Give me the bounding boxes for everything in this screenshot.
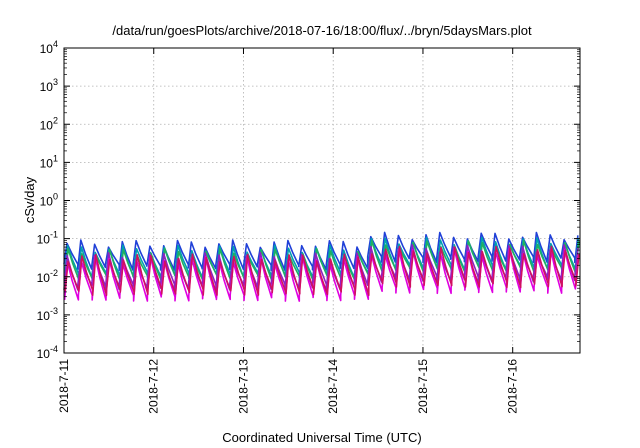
x-axis-label: Coordinated Universal Time (UTC) bbox=[222, 430, 421, 445]
x-tick-label: 2018-7-14 bbox=[326, 359, 340, 414]
grid-lines bbox=[64, 48, 580, 353]
y-tick-label: 104 bbox=[40, 39, 58, 56]
y-tick-label: 10-3 bbox=[37, 306, 58, 323]
x-tick-marks bbox=[63, 48, 514, 353]
y-tick-label: 102 bbox=[40, 115, 58, 132]
y-tick-label: 10-2 bbox=[37, 268, 58, 285]
y-tick-label: 10-4 bbox=[37, 344, 58, 361]
series-group bbox=[63, 231, 580, 302]
chart-title: /data/run/goesPlots/archive/2018-07-16/1… bbox=[112, 23, 532, 38]
x-tick-label: 2018-7-13 bbox=[236, 359, 250, 414]
x-tick-labels: 2018-7-11 2018-7-12 2018-7-13 2018-7-14 2018… bbox=[57, 359, 520, 414]
x-tick-label: 2018-7-12 bbox=[147, 359, 161, 414]
y-axis-label: cSv/day bbox=[22, 176, 37, 223]
x-tick-label: 2018-7-15 bbox=[416, 359, 430, 414]
y-tick-labels: 10-4 10-3 10-2 10-1 100 101 102 103 104 bbox=[37, 39, 58, 361]
series-line bbox=[64, 245, 580, 296]
y-tick-label: 100 bbox=[40, 192, 58, 209]
x-tick-label: 2018-7-16 bbox=[506, 359, 520, 414]
x-tick-label: 2018-7-11 bbox=[57, 359, 71, 413]
y-tick-label: 10-1 bbox=[37, 230, 58, 247]
y-tick-label: 103 bbox=[40, 77, 58, 94]
y-tick-label: 101 bbox=[40, 153, 58, 170]
series-line bbox=[63, 231, 579, 272]
y-tick-marks bbox=[64, 47, 580, 354]
